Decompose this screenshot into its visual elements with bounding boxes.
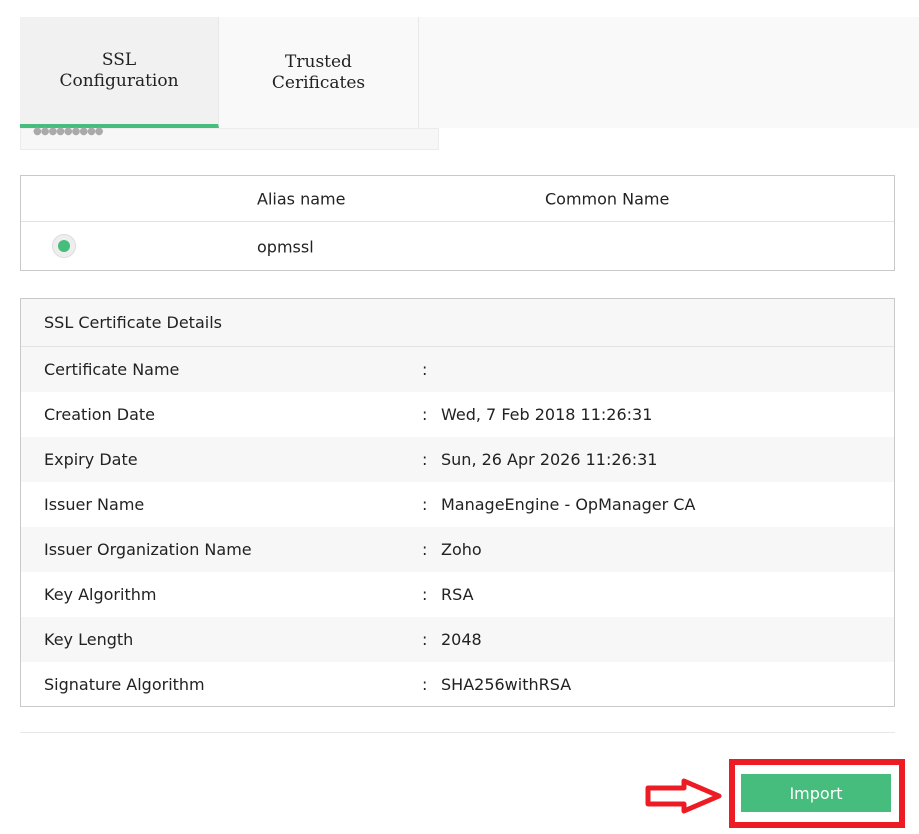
detail-value: Wed, 7 Feb 2018 11:26:31 bbox=[441, 405, 653, 424]
highlight-box bbox=[729, 759, 905, 828]
detail-row: Key Algorithm: RSA bbox=[21, 572, 894, 617]
detail-colon: : bbox=[422, 585, 428, 604]
alias-cell: opmssl bbox=[257, 237, 314, 256]
detail-label: Key Algorithm bbox=[44, 585, 157, 604]
detail-row: Expiry Date: Sun, 26 Apr 2026 11:26:31 bbox=[21, 437, 894, 482]
header-alias-name: Alias name bbox=[257, 189, 346, 208]
import-button[interactable]: Import bbox=[741, 774, 891, 812]
detail-value: SHA256withRSA bbox=[441, 675, 572, 694]
tab-bar: SSL Configuration Trusted Cerificates bbox=[20, 17, 919, 128]
detail-colon: : bbox=[422, 495, 428, 514]
detail-value: RSA bbox=[441, 585, 474, 604]
ssl-certificate-details: SSL Certificate Details Certificate Name… bbox=[20, 298, 895, 707]
detail-label: Signature Algorithm bbox=[44, 675, 205, 694]
table-header: Alias name Common Name bbox=[21, 176, 894, 222]
detail-row: Certificate Name: bbox=[21, 347, 894, 392]
radio-button[interactable] bbox=[52, 234, 76, 258]
detail-label: Creation Date bbox=[44, 405, 156, 424]
detail-row: Issuer Organization Name: Zoho bbox=[21, 527, 894, 572]
detail-value: ManageEngine - OpManager CA bbox=[441, 495, 696, 514]
detail-row: Signature Algorithm: SHA256withRSA bbox=[21, 662, 894, 707]
detail-label: Certificate Name bbox=[44, 360, 180, 379]
table-row[interactable]: opmssl bbox=[21, 222, 894, 271]
detail-row: Creation Date: Wed, 7 Feb 2018 11:26:31 bbox=[21, 392, 894, 437]
header-common-name: Common Name bbox=[545, 189, 670, 208]
detail-colon: : bbox=[422, 360, 428, 379]
detail-label: Key Length bbox=[44, 630, 134, 649]
detail-label: Expiry Date bbox=[44, 450, 138, 469]
detail-label: Issuer Name bbox=[44, 495, 145, 514]
tab-trusted-certificates[interactable]: Trusted Cerificates bbox=[219, 17, 419, 128]
arrow-right-icon bbox=[645, 778, 722, 814]
details-title: SSL Certificate Details bbox=[21, 299, 894, 347]
detail-label: Issuer Organization Name bbox=[44, 540, 252, 559]
detail-row: Issuer Name: ManageEngine - OpManager CA bbox=[21, 482, 894, 527]
detail-colon: : bbox=[422, 675, 428, 694]
detail-colon: : bbox=[422, 630, 428, 649]
detail-value: Sun, 26 Apr 2026 11:26:31 bbox=[441, 450, 658, 469]
tab-ssl-configuration[interactable]: SSL Configuration bbox=[20, 17, 219, 128]
detail-value: 2048 bbox=[441, 630, 482, 649]
detail-value: Zoho bbox=[441, 540, 482, 559]
alias-table: Alias name Common Name opmssl bbox=[20, 175, 895, 271]
detail-colon: : bbox=[422, 405, 428, 424]
divider bbox=[20, 732, 895, 733]
password-field[interactable]: ●●●●●●●●● bbox=[20, 127, 439, 150]
detail-colon: : bbox=[422, 540, 428, 559]
detail-colon: : bbox=[422, 450, 428, 469]
detail-row: Key Length:2048 bbox=[21, 617, 894, 662]
